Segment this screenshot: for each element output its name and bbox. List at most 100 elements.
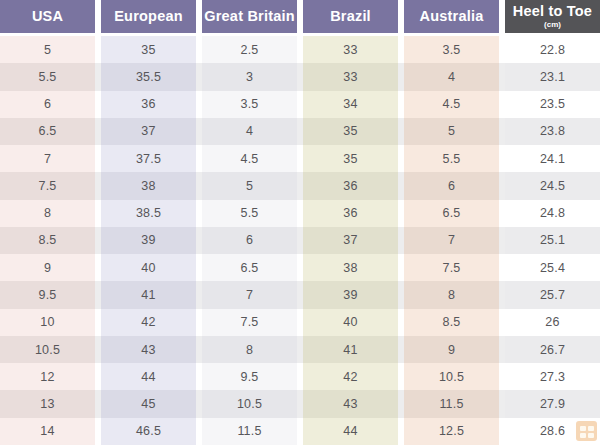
table-cell-brazil: 43 [303, 390, 398, 417]
table-cell-brazil: 42 [303, 363, 398, 390]
table-cell-heel-to-toe: 24.8 [505, 200, 600, 227]
column-header-heel-to-toe: Heel to Toe (cm) [505, 0, 600, 33]
table-cell-great-britain: 3.5 [202, 91, 297, 118]
column-header-brazil: Brazil [303, 0, 398, 33]
table-row: 9.541739825.7 [0, 281, 600, 308]
table-cell-great-britain: 7 [202, 281, 297, 308]
table-cell-great-britain: 6.5 [202, 254, 297, 281]
table-cell-brazil: 36 [303, 172, 398, 199]
table-cell-usa: 14 [0, 418, 95, 445]
table-cell-heel-to-toe: 27.9 [505, 390, 600, 417]
table-cell-brazil: 39 [303, 281, 398, 308]
table-row: 12449.54210.527.3 [0, 363, 600, 390]
table-cell-heel-to-toe: 27.3 [505, 363, 600, 390]
table-cell-brazil: 40 [303, 309, 398, 336]
table-row: 1446.511.54412.528.6 [0, 418, 600, 445]
table-cell-heel-to-toe: 23.1 [505, 63, 600, 90]
table-cell-usa: 8.5 [0, 227, 95, 254]
table-cell-brazil: 41 [303, 336, 398, 363]
column-header-label: Heel to Toe [513, 4, 592, 19]
table-cell-australia: 12.5 [404, 418, 499, 445]
column-header-label: European [114, 9, 182, 24]
table-cell-european: 38.5 [101, 200, 196, 227]
table-cell-european: 45 [101, 390, 196, 417]
table-row: 10.543841926.7 [0, 336, 600, 363]
table-cell-australia: 6.5 [404, 200, 499, 227]
column-header-usa: USA [0, 0, 95, 33]
table-cell-great-britain: 5 [202, 172, 297, 199]
table-cell-great-britain: 11.5 [202, 418, 297, 445]
table-cell-european: 46.5 [101, 418, 196, 445]
table-row: 8.539637725.1 [0, 227, 600, 254]
table-cell-usa: 5 [0, 36, 95, 63]
column-header-label: USA [32, 9, 63, 24]
column-header-european: European [101, 0, 196, 33]
table-cell-australia: 8.5 [404, 309, 499, 336]
table-cell-usa: 8 [0, 200, 95, 227]
table-cell-heel-to-toe: 23.8 [505, 118, 600, 145]
table-cell-european: 39 [101, 227, 196, 254]
size-conversion-chart: USA European Great Britain Brazil Australia H… [0, 0, 600, 445]
table-cell-european: 41 [101, 281, 196, 308]
column-header-sublabel: (cm) [544, 21, 561, 29]
table-cell-great-britain: 3 [202, 63, 297, 90]
table-cell-heel-to-toe: 26 [505, 309, 600, 336]
table-cell-australia: 4.5 [404, 91, 499, 118]
table-cell-european: 35 [101, 36, 196, 63]
table-row: 5.535.5333423.1 [0, 63, 600, 90]
table-cell-heel-to-toe: 23.5 [505, 91, 600, 118]
table-cell-great-britain: 5.5 [202, 200, 297, 227]
table-cell-brazil: 35 [303, 118, 398, 145]
table-header-row: USA European Great Britain Brazil Australia H… [0, 0, 600, 33]
table-cell-usa: 12 [0, 363, 95, 390]
table-cell-usa: 6.5 [0, 118, 95, 145]
table-body: 5352.5333.522.85.535.5333423.16363.5344.… [0, 36, 600, 445]
table-cell-usa: 10.5 [0, 336, 95, 363]
table-cell-european: 43 [101, 336, 196, 363]
table-cell-great-britain: 2.5 [202, 36, 297, 63]
table-cell-european: 36 [101, 91, 196, 118]
table-row: 134510.54311.527.9 [0, 390, 600, 417]
table-cell-usa: 5.5 [0, 63, 95, 90]
table-cell-great-britain: 7.5 [202, 309, 297, 336]
table-cell-usa: 10 [0, 309, 95, 336]
table-cell-brazil: 36 [303, 200, 398, 227]
table-cell-brazil: 33 [303, 63, 398, 90]
table-cell-usa: 7.5 [0, 172, 95, 199]
table-cell-brazil: 34 [303, 91, 398, 118]
table-cell-european: 37 [101, 118, 196, 145]
table-cell-heel-to-toe: 25.1 [505, 227, 600, 254]
table-cell-great-britain: 6 [202, 227, 297, 254]
table-cell-australia: 3.5 [404, 36, 499, 63]
table-row: 7.538536624.5 [0, 172, 600, 199]
table-row: 9406.5387.525.4 [0, 254, 600, 281]
table-cell-european: 38 [101, 172, 196, 199]
table-cell-australia: 7 [404, 227, 499, 254]
column-header-label: Great Britain [204, 9, 294, 24]
table-cell-australia: 7.5 [404, 254, 499, 281]
table-cell-brazil: 37 [303, 227, 398, 254]
table-row: 6363.5344.523.5 [0, 91, 600, 118]
table-cell-european: 42 [101, 309, 196, 336]
logo-watermark-icon [576, 421, 597, 441]
table-cell-usa: 9 [0, 254, 95, 281]
table-cell-brazil: 33 [303, 36, 398, 63]
table-cell-brazil: 44 [303, 418, 398, 445]
table-cell-european: 35.5 [101, 63, 196, 90]
column-header-australia: Australia [404, 0, 499, 33]
table-cell-european: 44 [101, 363, 196, 390]
table-cell-heel-to-toe: 24.1 [505, 145, 600, 172]
table-cell-great-britain: 10.5 [202, 390, 297, 417]
column-header-label: Australia [420, 9, 484, 24]
table-cell-australia: 6 [404, 172, 499, 199]
table-cell-australia: 4 [404, 63, 499, 90]
table-cell-european: 37.5 [101, 145, 196, 172]
table-cell-european: 40 [101, 254, 196, 281]
column-header-great-britain: Great Britain [202, 0, 297, 33]
table-row: 838.55.5366.524.8 [0, 200, 600, 227]
table-cell-heel-to-toe: 25.4 [505, 254, 600, 281]
table-cell-heel-to-toe: 25.7 [505, 281, 600, 308]
table-cell-great-britain: 9.5 [202, 363, 297, 390]
table-cell-usa: 9.5 [0, 281, 95, 308]
table-cell-great-britain: 4 [202, 118, 297, 145]
